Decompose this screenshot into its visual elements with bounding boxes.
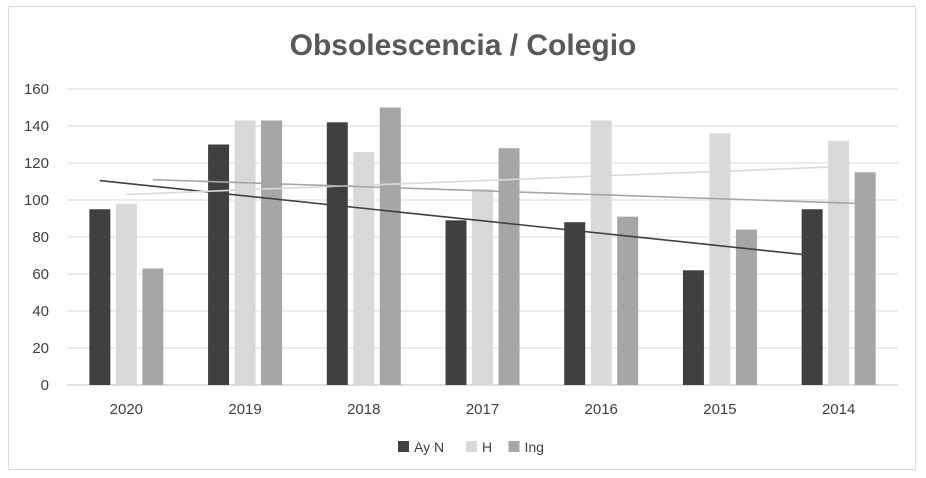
bar-ing bbox=[261, 120, 283, 385]
bar-h bbox=[234, 120, 256, 385]
bar-ay-n bbox=[89, 209, 111, 385]
y-tick-label: 140 bbox=[24, 118, 49, 135]
y-tick-label: 80 bbox=[32, 229, 49, 246]
trendline-h bbox=[126, 165, 839, 196]
bar-ing bbox=[498, 148, 520, 385]
bar-ay-n bbox=[326, 122, 348, 386]
legend: Ay N H Ing bbox=[398, 439, 544, 455]
bar-h bbox=[115, 203, 137, 385]
y-tick-label: 160 bbox=[24, 81, 49, 98]
bar-ay-n bbox=[801, 209, 823, 385]
x-tick-label: 2015 bbox=[703, 401, 736, 418]
legend-label: H bbox=[482, 439, 492, 455]
y-tick-label: 0 bbox=[41, 377, 49, 394]
y-tick-label: 20 bbox=[32, 340, 49, 357]
x-tick-label: 2019 bbox=[228, 401, 261, 418]
y-tick-label: 100 bbox=[24, 192, 49, 209]
bar-ay-n bbox=[564, 222, 586, 385]
bar-h bbox=[828, 140, 850, 385]
x-tick-label: 2018 bbox=[347, 401, 380, 418]
bar-h bbox=[709, 133, 731, 385]
y-tick-label: 40 bbox=[32, 303, 49, 320]
y-tick-label: 120 bbox=[24, 155, 49, 172]
bar-ing bbox=[379, 107, 401, 385]
legend-swatch bbox=[508, 441, 520, 452]
bar-h bbox=[472, 188, 493, 385]
x-tick-label: 2020 bbox=[110, 401, 143, 418]
bar-ing bbox=[854, 172, 876, 385]
bar-h bbox=[353, 151, 375, 385]
trendlines bbox=[99, 165, 866, 257]
bars bbox=[89, 107, 876, 386]
bar-ay-n bbox=[682, 270, 704, 385]
y-tick-label: 60 bbox=[32, 266, 49, 283]
legend-swatch bbox=[466, 441, 477, 452]
bar-h bbox=[590, 120, 612, 385]
x-tick-label: 2014 bbox=[822, 401, 855, 418]
bar-ay-n bbox=[208, 144, 230, 385]
x-tick-label: 2017 bbox=[466, 401, 499, 418]
legend-swatch bbox=[398, 441, 409, 452]
x-tick-label: 2016 bbox=[585, 401, 618, 418]
legend-label: Ing bbox=[525, 439, 544, 455]
chart-title: Obsolescencia / Colegio bbox=[290, 29, 637, 62]
trendline-ing bbox=[152, 178, 866, 205]
x-axis: 2020 2019 2018 2017 2016 2015 2014 bbox=[110, 401, 856, 418]
bar-ing bbox=[735, 229, 757, 385]
bar-ing bbox=[617, 216, 639, 385]
legend-label: Ay N bbox=[414, 439, 444, 455]
bar-ing bbox=[142, 268, 164, 385]
trendline-ay-n bbox=[99, 179, 813, 257]
bar-ay-n bbox=[445, 220, 467, 385]
y-axis: 0 20 40 60 80 100 120 140 160 bbox=[24, 81, 49, 394]
